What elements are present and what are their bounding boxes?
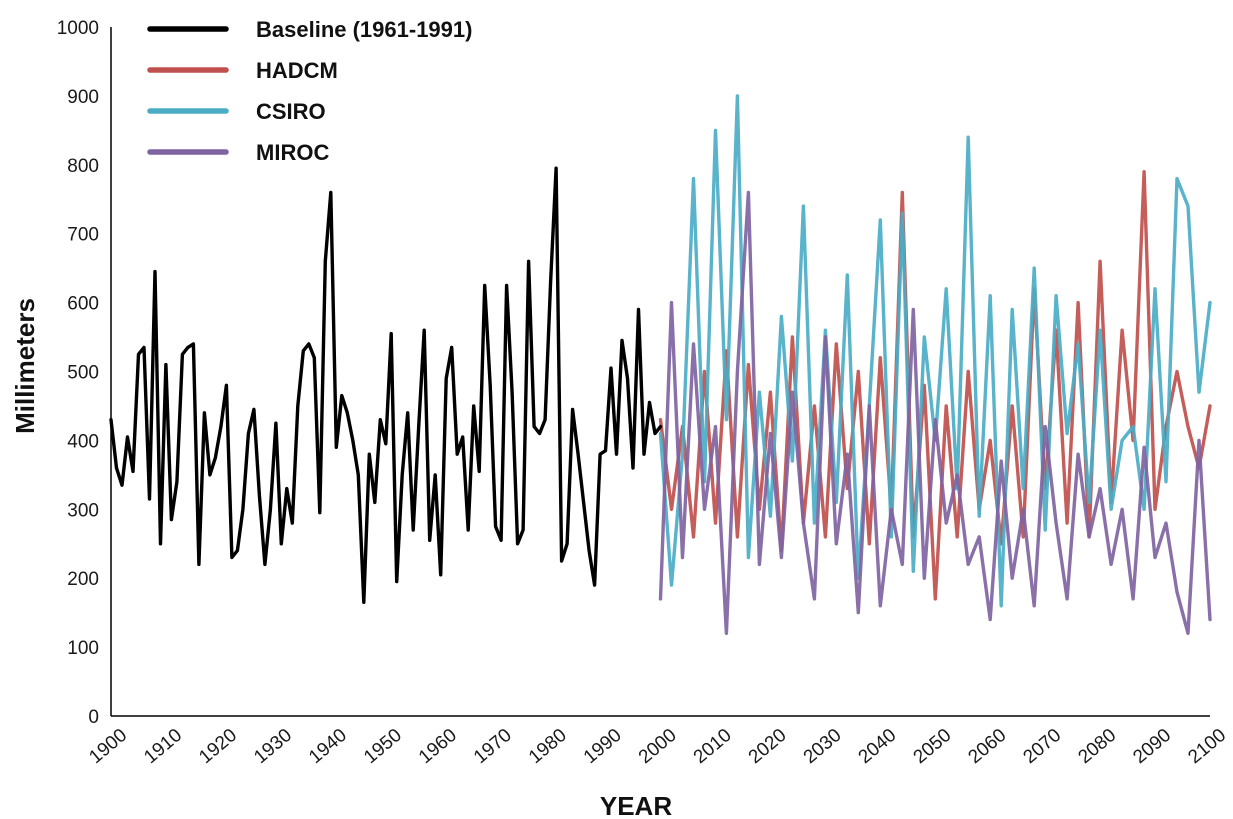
x-tick-label: 1970 <box>470 725 516 768</box>
x-tick-label: 1990 <box>580 725 626 768</box>
x-axis-title: YEAR <box>600 791 672 819</box>
y-tick-label: 200 <box>67 569 99 590</box>
series-lines <box>109 94 1212 635</box>
y-tick-label: 300 <box>67 500 99 521</box>
y-axis-title-group: Millimeters <box>10 298 40 434</box>
x-tick-label: 2010 <box>690 725 736 768</box>
x-tick-label: 2030 <box>800 725 846 768</box>
axes <box>110 27 1210 717</box>
y-tick-label: 400 <box>67 431 99 452</box>
y-tick-label: 700 <box>67 225 99 246</box>
x-tick-labels: 1900 1910 1920 1930 1940 1950 1960 1970 1980 1990… <box>85 725 1230 768</box>
y-tick-label: 500 <box>67 363 99 384</box>
x-tick-label: 2050 <box>910 725 956 768</box>
x-tick-label: 1960 <box>415 725 461 768</box>
x-tick-label: 1910 <box>140 725 186 768</box>
x-tick-label: 1920 <box>195 725 241 768</box>
series-line-hadcm <box>658 169 1212 601</box>
series-line-miroc <box>658 190 1212 635</box>
x-tick-label: 1950 <box>360 725 406 768</box>
legend-label: MIROC <box>256 140 329 165</box>
x-tick-label: 2060 <box>965 725 1011 768</box>
y-tick-label: 1000 <box>57 18 99 39</box>
x-tick-label: 2040 <box>855 725 901 768</box>
legend-label: HADCM <box>256 58 338 83</box>
x-tick-label: 1900 <box>85 725 131 768</box>
x-tick-label: 1930 <box>250 725 296 768</box>
x-tick-label: 2090 <box>1129 725 1175 768</box>
series-line-baseline-1961-1991 <box>109 166 663 604</box>
y-tick-label: 0 <box>88 707 99 728</box>
y-tick-labels: 0 100 200 300 400 500 600 700 800 900 1000 <box>57 18 99 728</box>
x-tick-label: 2070 <box>1019 725 1065 768</box>
legend-label: Baseline (1961-1991) <box>256 17 472 42</box>
legend: Baseline (1961-1991) HADCM CSIRO MIROC <box>147 17 472 165</box>
y-tick-label: 100 <box>67 638 99 659</box>
y-tick-label: 900 <box>67 87 99 108</box>
series-line-csiro <box>658 94 1212 608</box>
x-tick-label: 2100 <box>1184 725 1230 768</box>
y-axis-title: Millimeters <box>10 298 40 434</box>
x-tick-label: 2020 <box>745 725 791 768</box>
x-tick-label: 1940 <box>305 725 351 768</box>
x-tick-label: 2000 <box>635 725 681 768</box>
y-tick-label: 600 <box>67 294 99 315</box>
x-tick-label: 1980 <box>525 725 571 768</box>
legend-label: CSIRO <box>256 99 326 124</box>
x-tick-label: 2080 <box>1074 725 1120 768</box>
y-tick-label: 800 <box>67 156 99 177</box>
